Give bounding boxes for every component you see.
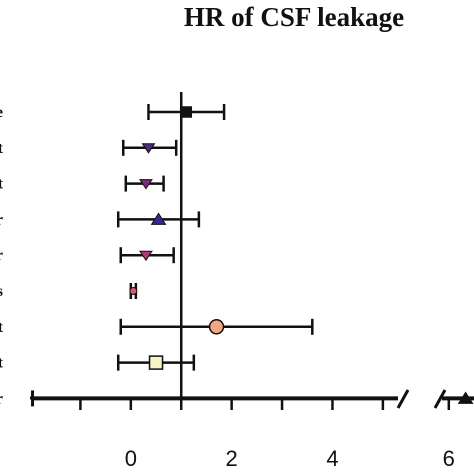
point-estimate xyxy=(141,143,156,154)
x-tick-label: 4 xyxy=(326,446,338,471)
row-label: t xyxy=(0,355,4,372)
row-label: r xyxy=(0,390,3,407)
point-estimate xyxy=(129,287,138,295)
point-estimate xyxy=(139,250,153,262)
point-estimate xyxy=(180,106,193,118)
point-estimate xyxy=(139,179,153,190)
x-tick-label: 2 xyxy=(226,446,238,471)
row-label: t xyxy=(0,319,4,336)
row-label: t xyxy=(0,140,4,157)
point-estimate xyxy=(148,355,164,370)
point-estimate xyxy=(457,391,474,404)
x-tick-label: 0 xyxy=(125,446,137,471)
row-label: e xyxy=(0,104,3,121)
point-estimate xyxy=(208,319,225,335)
row-label: t xyxy=(0,176,4,193)
row-label: r xyxy=(0,211,3,228)
chart-title: HR of CSF leakage xyxy=(184,2,404,32)
point-estimate xyxy=(150,212,167,225)
axis-break-mark xyxy=(433,389,447,409)
axis-break-mark xyxy=(396,389,410,409)
plot-area: 0 2 4 6 e t t r r s t t r xyxy=(0,92,474,471)
row-label: s xyxy=(0,283,3,300)
row-label: r xyxy=(0,247,3,264)
x-tick-label: 6 xyxy=(443,446,455,471)
